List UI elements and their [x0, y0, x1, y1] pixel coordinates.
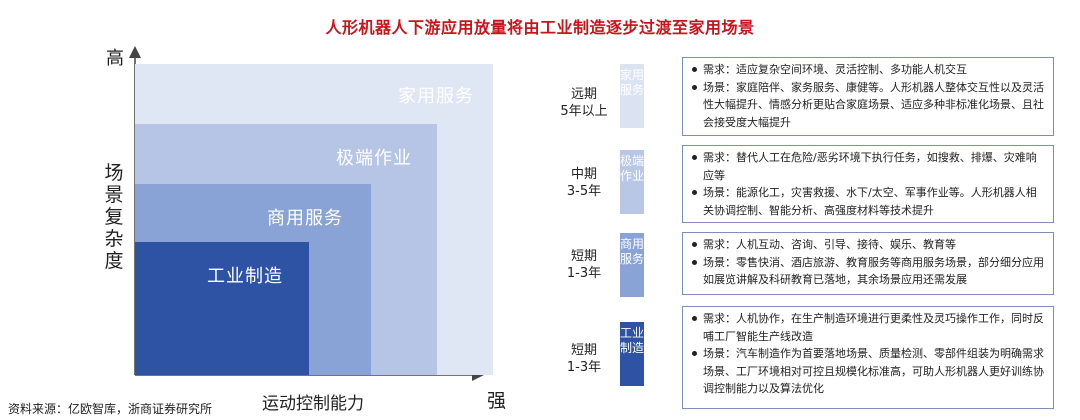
period-term: 短期 [570, 249, 597, 264]
block-label-home-service: 家用服务 [398, 86, 474, 107]
source-note: 资料来源：亿欧智库，浙商证券研究所 [8, 402, 213, 416]
period-years: 1-3年 [566, 266, 602, 281]
scenes-text: 场景：汽车制造作为首要落地场景、质量检测、零部件组装为明确需求场景、工厂环境相对… [691, 345, 1047, 398]
scenes-text: 场景：能源化工，灾害救援、水下/太空、军事作业等。人形机器人相关协调控制、智能分… [691, 184, 1047, 219]
y-axis-label: 场景复杂度 [104, 162, 124, 272]
block-label-extreme-work: 极端作业 [336, 148, 412, 169]
period-term: 远期 [570, 87, 597, 102]
stage-description: 需求：替代人工在危险/恶劣环境下执行任务，如搜救、排爆、灾难响应等 场景：能源化… [682, 145, 1054, 223]
period-years: 1-3年 [566, 360, 602, 375]
x-axis-end-label: 强 [487, 390, 507, 412]
period-term: 短期 [570, 343, 597, 358]
period-term: 中期 [570, 167, 597, 182]
stage-description: 需求：适应复杂空间环境、灵活控制、多功能人机交互 场景：家庭陪伴、家务服务、康健… [682, 57, 1054, 136]
page-title: 人形机器人下游应用放量将由工业制造逐步过渡至家用场景 [325, 18, 755, 37]
period-years: 5年以上 [560, 104, 608, 119]
needs-text: 需求：人机协作，在生产制造环境进行更柔性及灵巧操作工作，同时反哺工厂智能生产线改… [691, 310, 1047, 345]
stage-period: 远期 5年以上 [552, 86, 616, 120]
needs-text: 需求：适应复杂空间环境、灵活控制、多功能人机交互 [691, 61, 1047, 79]
scenes-text: 场景：零售快消、酒店旅游、教育服务等商用服务场景，部分细分应用如展览讲解及科研教… [691, 254, 1047, 289]
stage-period: 短期 1-3年 [552, 342, 616, 376]
stage-description: 需求：人机协作，在生产制造环境进行更柔性及灵巧操作工作，同时反哺工厂智能生产线改… [682, 306, 1054, 409]
x-axis-label: 运动控制能力 [262, 394, 364, 414]
stage-period: 中期 3-5年 [552, 166, 616, 200]
block-industrial-manufacturing [135, 242, 309, 375]
stage-period: 短期 1-3年 [552, 248, 616, 282]
y-axis-top-label: 高 [106, 48, 124, 69]
needs-text: 需求：替代人工在危险/恶劣环境下执行任务，如搜救、排爆、灾难响应等 [691, 149, 1047, 184]
stage-tag-extreme-work: 极端作业 [620, 150, 644, 214]
block-label-industrial-manufacturing: 工业制造 [207, 266, 283, 287]
stage-tag-industrial-manufacturing: 工业制造 [620, 322, 644, 386]
period-years: 3-5年 [566, 184, 602, 199]
stage-tag-home-service: 家用服务 [620, 64, 644, 128]
stage-description: 需求：人机互动、咨询、引导、接待、娱乐、教育等 场景：零售快消、酒店旅游、教育服… [682, 232, 1054, 295]
needs-text: 需求：人机互动、咨询、引导、接待、娱乐、教育等 [691, 236, 1047, 254]
block-label-commercial-service: 商用服务 [267, 208, 343, 229]
scenes-text: 场景：家庭陪伴、家务服务、康健等。人形机器人整体交互性以及灵活性大幅提升、情感分… [691, 79, 1047, 132]
stage-tag-commercial-service: 商用服务 [620, 233, 644, 297]
